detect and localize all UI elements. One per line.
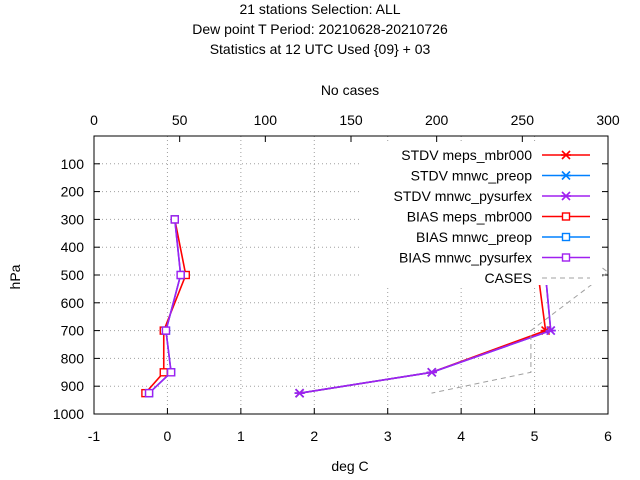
legend-label: STDV mnwc_pysurfex [394, 188, 532, 204]
data-point [176, 270, 185, 280]
x2-axis-label: No cases [321, 82, 379, 98]
y-tick-label: 300 [61, 211, 85, 227]
legend-swatch-marker [561, 170, 571, 181]
legend-label: CASES [485, 270, 532, 286]
legend-swatch-marker [561, 232, 571, 242]
legend-label: STDV meps_mbr000 [401, 147, 532, 163]
data-point [545, 326, 556, 336]
x-tick-label: 2 [310, 428, 318, 444]
legend-swatch-marker [561, 150, 571, 160]
data-point [170, 215, 179, 224]
legend-swatch-marker [561, 253, 571, 262]
x2-tick-label: 0 [90, 112, 98, 128]
x2-tick-label: 200 [425, 112, 449, 128]
plot-frame [93, 135, 609, 415]
legend: STDV meps_mbr000 STDV mnwc_preop STDV mnwc… [360, 143, 600, 286]
x2-tick-label: 150 [339, 112, 363, 128]
y-tick-label: 900 [61, 378, 85, 394]
x2-tick-label: 50 [172, 112, 188, 128]
y-tick-label: 1000 [53, 406, 84, 422]
data-point [294, 388, 305, 398]
axis-layer: -1 0 1 2 3 4 5 61002003004005006007008009001000… [53, 112, 620, 444]
chart-title-line-2: Dew point T Period: 20210628-20210726 [192, 21, 448, 37]
legend-label: BIAS meps_mbr000 [407, 209, 532, 225]
x-tick-label: 6 [604, 428, 612, 444]
x-axis-label: deg C [331, 458, 368, 474]
y-tick-label: 500 [61, 267, 85, 283]
data-point [166, 368, 176, 377]
data-point [144, 388, 154, 398]
x2-tick-label: 300 [596, 112, 620, 128]
data-point [426, 367, 437, 377]
y-tick-label: 100 [61, 156, 85, 172]
y-axis-label: hPa [7, 264, 23, 289]
x-tick-label: -1 [88, 428, 101, 444]
legend-label: BIAS mnwc_preop [416, 229, 532, 245]
legend-swatch-marker [561, 191, 571, 201]
series-bias-mnwc-pysurfex [144, 215, 185, 398]
legend-label: BIAS mnwc_pysurfex [399, 250, 532, 266]
x-tick-label: 0 [164, 428, 172, 444]
data-point [161, 326, 171, 335]
x-tick-label: 4 [457, 428, 465, 444]
x-tick-label: 1 [237, 428, 245, 444]
x-tick-label: 5 [531, 428, 539, 444]
y-tick-label: 600 [61, 295, 85, 311]
x-tick-label: 3 [384, 428, 392, 444]
legend-background [360, 143, 600, 285]
legend-label: STDV mnwc_preop [411, 168, 533, 184]
x2-tick-label: 100 [254, 112, 278, 128]
chart-title-line-3: Statistics at 12 UTC Used {09} + 03 [210, 41, 431, 57]
data-point [159, 368, 168, 377]
y-tick-label: 200 [61, 184, 85, 200]
legend-swatch-marker [561, 212, 571, 221]
y-tick-label: 800 [61, 350, 85, 366]
y-tick-label: 700 [61, 323, 85, 339]
x2-tick-label: 250 [511, 112, 535, 128]
y-tick-label: 400 [61, 239, 85, 255]
chart-title-line-1: 21 stations Selection: ALL [239, 1, 400, 17]
